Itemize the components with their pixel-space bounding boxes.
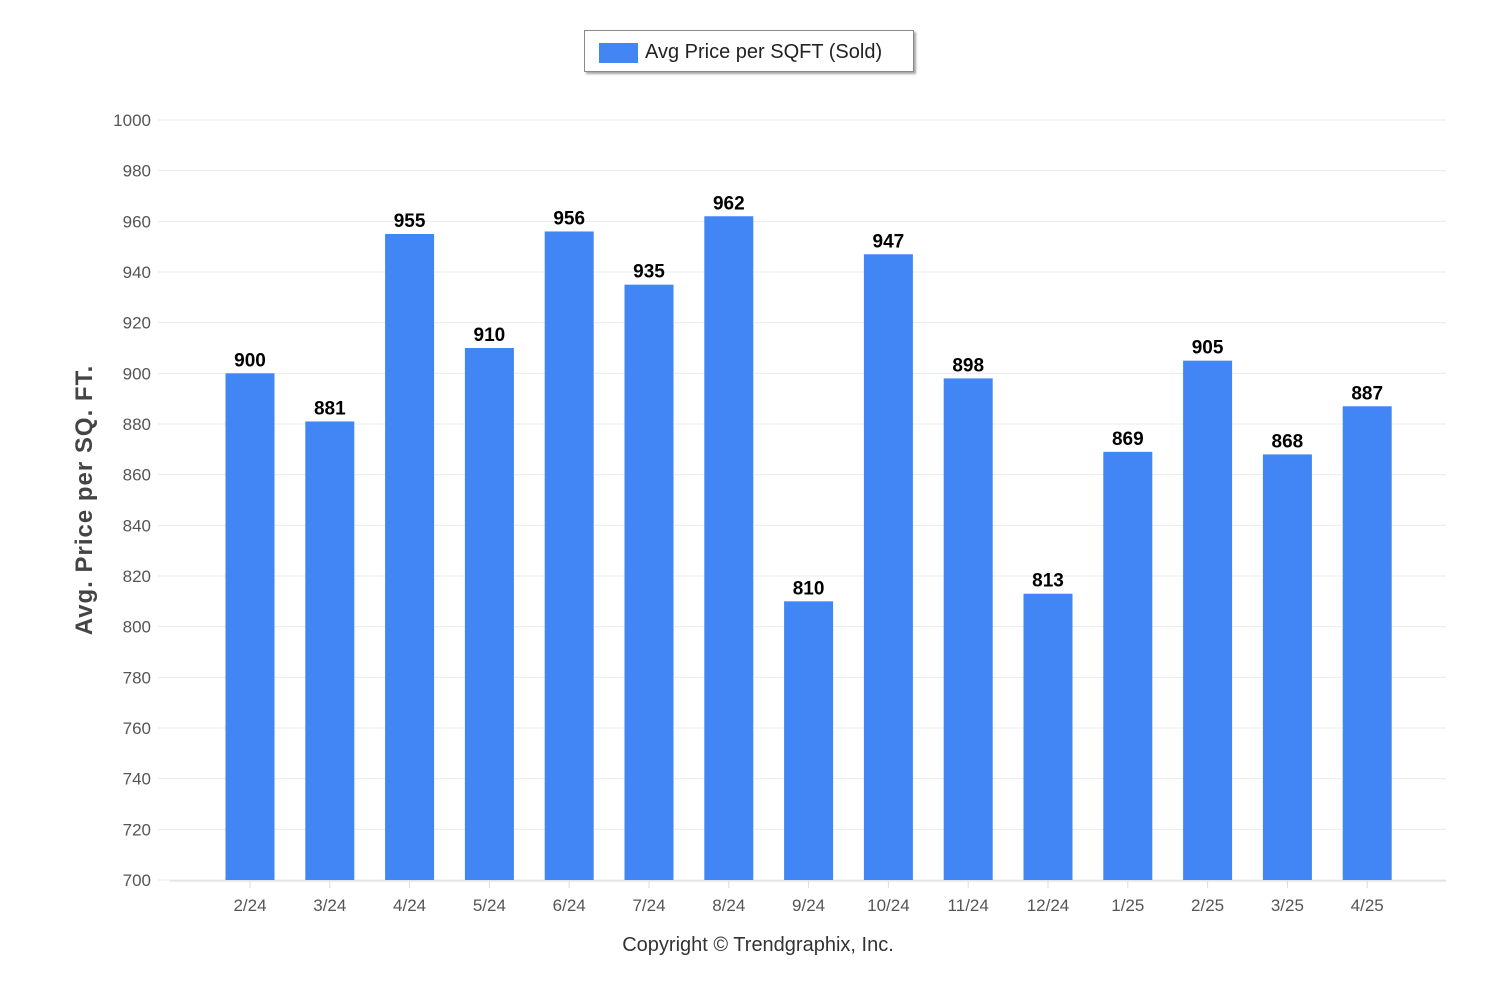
data-label: 887 bbox=[1351, 383, 1383, 404]
data-label: 956 bbox=[553, 208, 585, 229]
bar bbox=[704, 216, 754, 880]
bar bbox=[1262, 454, 1312, 880]
x-tick-label: 1/25 bbox=[1111, 896, 1144, 915]
bar bbox=[1103, 451, 1153, 880]
data-label: 905 bbox=[1192, 338, 1224, 359]
x-tick-label: 4/24 bbox=[393, 896, 426, 915]
x-tick-label: 3/25 bbox=[1271, 896, 1304, 915]
x-tick-label: 6/24 bbox=[553, 896, 586, 915]
x-tick-label: 4/25 bbox=[1351, 896, 1384, 915]
y-tick-label: 760 bbox=[123, 719, 151, 738]
data-label: 900 bbox=[234, 350, 266, 371]
y-tick-label: 940 bbox=[123, 263, 151, 282]
data-label: 898 bbox=[952, 355, 984, 376]
y-tick-label: 900 bbox=[123, 364, 151, 383]
bar bbox=[305, 421, 355, 880]
y-tick-label: 780 bbox=[123, 668, 151, 687]
y-tick-label: 880 bbox=[123, 415, 151, 434]
data-label: 947 bbox=[873, 231, 905, 252]
bar bbox=[784, 601, 834, 880]
x-tick-label: 7/24 bbox=[632, 896, 665, 915]
y-tick-label: 740 bbox=[123, 770, 151, 789]
x-tick-label: 12/24 bbox=[1027, 896, 1070, 915]
data-label: 813 bbox=[1032, 571, 1064, 592]
x-tick-label: 2/25 bbox=[1191, 896, 1224, 915]
bar bbox=[464, 348, 514, 880]
y-tick-label: 920 bbox=[123, 314, 151, 333]
bar bbox=[544, 231, 594, 880]
x-tick-label: 5/24 bbox=[473, 896, 506, 915]
y-tick-label: 980 bbox=[123, 162, 151, 181]
x-tick-label: 11/24 bbox=[948, 896, 989, 915]
y-tick-label: 860 bbox=[123, 466, 151, 485]
bar bbox=[225, 373, 275, 880]
x-tick-label: 3/24 bbox=[313, 896, 346, 915]
bar bbox=[943, 378, 993, 880]
data-label: 962 bbox=[713, 193, 745, 214]
data-label: 869 bbox=[1112, 429, 1144, 450]
chart-legend: Avg Price per SQFT (Sold) bbox=[584, 30, 914, 72]
y-tick-label: 960 bbox=[123, 212, 151, 231]
x-tick-label: 9/24 bbox=[792, 896, 825, 915]
data-label: 955 bbox=[394, 211, 426, 232]
data-label: 935 bbox=[633, 262, 665, 283]
data-label: 881 bbox=[314, 398, 346, 419]
y-tick-label: 800 bbox=[123, 618, 151, 637]
copyright-text: Copyright © Trendgraphix, Inc. bbox=[622, 934, 894, 956]
y-tick-label: 700 bbox=[123, 871, 151, 890]
data-label: 910 bbox=[474, 325, 506, 346]
bar bbox=[1023, 593, 1073, 880]
y-tick-label: 840 bbox=[123, 516, 151, 535]
bar bbox=[624, 284, 674, 881]
y-tick-label: 1000 bbox=[113, 111, 151, 130]
bar bbox=[1342, 406, 1392, 880]
bar bbox=[1183, 360, 1233, 881]
y-axis-title: Avg. Price per SQ. FT. bbox=[71, 365, 98, 636]
y-tick-label: 820 bbox=[123, 567, 151, 586]
x-tick-label: 10/24 bbox=[867, 896, 910, 915]
bar bbox=[863, 254, 913, 880]
data-label: 810 bbox=[793, 578, 825, 599]
x-tick-label: 2/24 bbox=[233, 896, 266, 915]
bar bbox=[385, 234, 435, 880]
legend-swatch bbox=[599, 43, 638, 63]
y-tick-label: 720 bbox=[123, 820, 151, 839]
legend-label: Avg Price per SQFT (Sold) bbox=[645, 41, 883, 63]
x-tick-label: 8/24 bbox=[712, 896, 745, 915]
data-label: 868 bbox=[1272, 431, 1304, 452]
